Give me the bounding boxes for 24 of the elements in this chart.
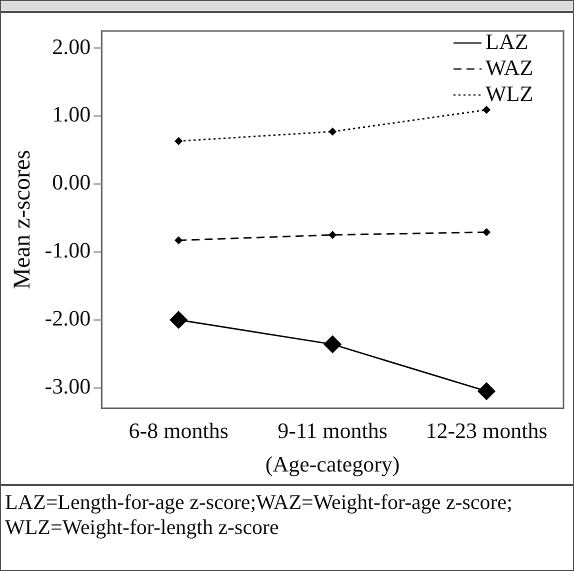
- x-tick-label: 9-11 months: [278, 418, 388, 444]
- point: [328, 231, 336, 239]
- legend-label: WAZ: [486, 54, 534, 80]
- y-tick-label: -1.00: [44, 238, 91, 263]
- x-tick-label: 6-8 months: [128, 418, 228, 444]
- y-tick-label: 1.00: [52, 102, 91, 127]
- text: LAZ=Length-for-age z-score;WAZ=Weight-for-age z-score; WLZ=Weight-for-length z-score: [1, 484, 573, 544]
- y-axis-title: Mean z-scores: [10, 150, 36, 290]
- point: [174, 137, 182, 145]
- y-tick-label: -2.00: [44, 306, 91, 331]
- legend-label: LAZ: [486, 28, 528, 54]
- y-tick-label: 0.00: [52, 170, 91, 195]
- y-tick-label: 2.00: [52, 34, 91, 59]
- point: [478, 382, 496, 400]
- x-axis-title: (Age-category): [265, 452, 400, 477]
- point: [170, 311, 188, 329]
- point: [482, 228, 490, 236]
- point: [174, 236, 182, 244]
- point: [324, 336, 342, 354]
- x-tick-label: 12-23 months: [426, 418, 548, 444]
- legend-label: WLZ: [486, 80, 534, 106]
- point: [482, 106, 490, 114]
- point: [328, 128, 336, 136]
- y-tick-label: -3.00: [44, 374, 91, 399]
